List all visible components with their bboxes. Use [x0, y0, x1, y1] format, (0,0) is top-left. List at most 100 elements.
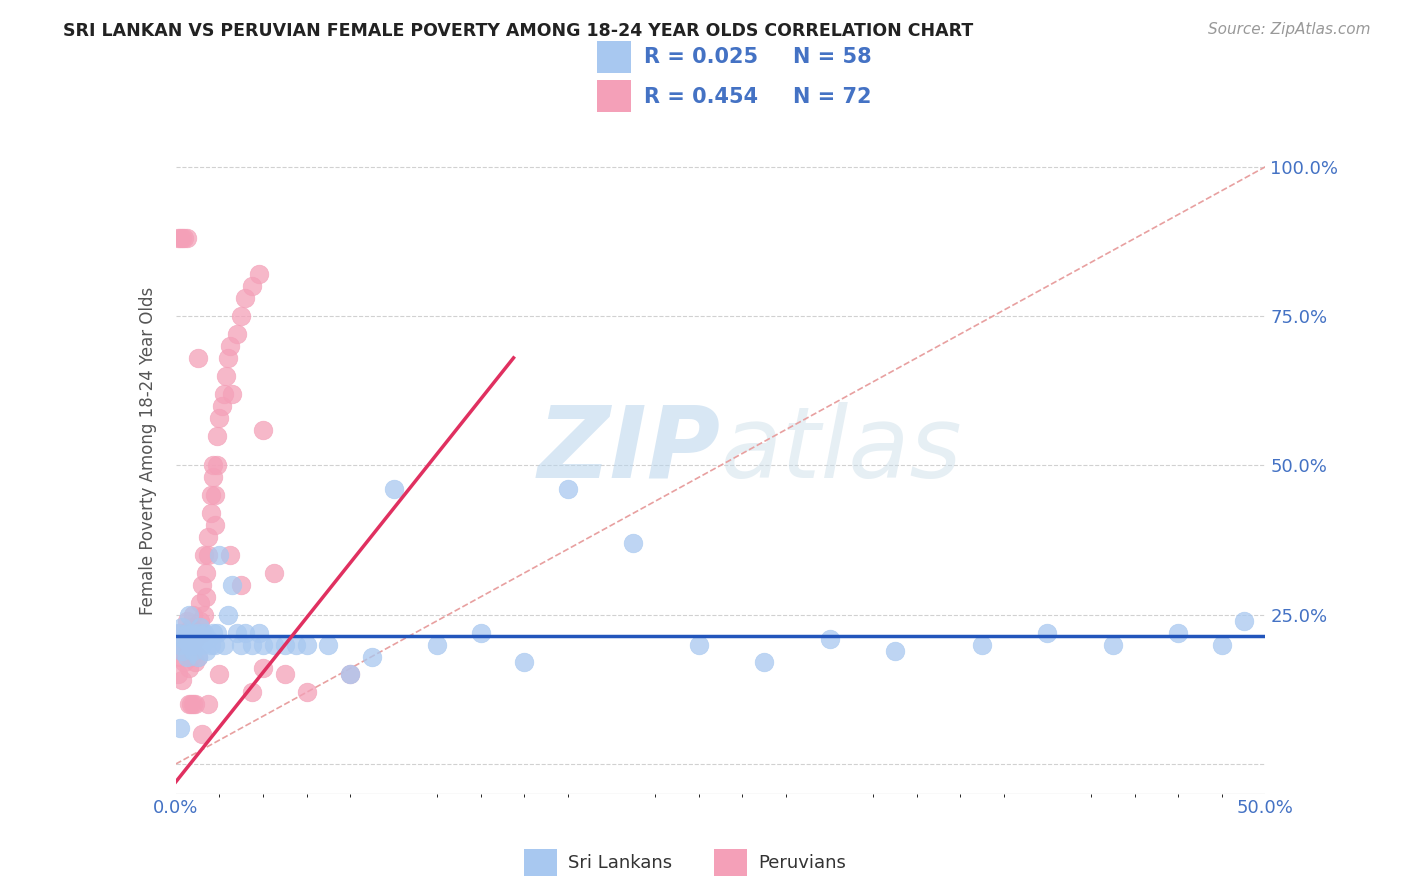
Point: [176, 614, 198, 628]
Text: R = 0.025: R = 0.025: [644, 47, 758, 67]
Point: [193, 548, 215, 562]
Point: [240, 279, 263, 293]
Point: [184, 656, 207, 670]
Point: [205, 428, 228, 442]
Point: [274, 667, 297, 681]
Point: [184, 698, 207, 712]
Point: [169, 638, 191, 652]
FancyBboxPatch shape: [598, 41, 631, 73]
Point: [186, 351, 209, 365]
Point: [225, 326, 247, 341]
Point: [513, 656, 536, 670]
Point: [1102, 638, 1125, 652]
Point: [181, 643, 204, 657]
Point: [172, 620, 194, 634]
Point: [1167, 625, 1189, 640]
Point: [169, 649, 191, 664]
Point: [177, 638, 200, 652]
Y-axis label: Female Poverty Among 18-24 Year Olds: Female Poverty Among 18-24 Year Olds: [139, 286, 157, 615]
Point: [176, 625, 198, 640]
Point: [208, 667, 231, 681]
Point: [172, 673, 194, 688]
Point: [217, 607, 239, 622]
Point: [284, 638, 307, 652]
Point: [177, 607, 200, 622]
Point: [1036, 625, 1059, 640]
Point: [173, 656, 195, 670]
Point: [181, 643, 204, 657]
Point: [205, 458, 228, 473]
Point: [172, 231, 194, 245]
Point: [169, 625, 191, 640]
Point: [181, 607, 204, 622]
Point: [177, 625, 200, 640]
Point: [204, 488, 226, 502]
Text: SRI LANKAN VS PERUVIAN FEMALE POVERTY AMONG 18-24 YEAR OLDS CORRELATION CHART: SRI LANKAN VS PERUVIAN FEMALE POVERTY AM…: [63, 22, 973, 40]
FancyBboxPatch shape: [714, 849, 747, 876]
Point: [360, 649, 382, 664]
Point: [240, 685, 263, 699]
Point: [191, 638, 214, 652]
Point: [219, 548, 242, 562]
Text: N = 72: N = 72: [793, 87, 872, 107]
Text: ZIP: ZIP: [537, 402, 721, 499]
Point: [184, 632, 207, 646]
Point: [252, 423, 274, 437]
Point: [252, 638, 274, 652]
FancyBboxPatch shape: [524, 849, 557, 876]
Point: [184, 638, 207, 652]
Point: [212, 638, 235, 652]
Point: [180, 625, 202, 640]
Point: [186, 649, 209, 664]
Point: [177, 661, 200, 675]
Point: [201, 625, 224, 640]
Point: [197, 530, 219, 544]
Point: [200, 488, 222, 502]
Point: [172, 643, 194, 657]
Point: [225, 625, 247, 640]
Point: [172, 643, 194, 657]
Point: [191, 625, 214, 640]
Point: [176, 649, 198, 664]
Point: [263, 638, 285, 652]
Point: [295, 685, 318, 699]
Point: [186, 625, 209, 640]
Point: [247, 267, 270, 281]
Point: [167, 667, 190, 681]
Point: [201, 470, 224, 484]
Point: [274, 638, 297, 652]
Point: [188, 620, 211, 634]
Point: [818, 632, 841, 646]
Point: [339, 667, 361, 681]
Point: [180, 649, 202, 664]
Point: [197, 698, 219, 712]
Point: [263, 566, 285, 580]
Point: [219, 339, 242, 353]
Point: [188, 614, 211, 628]
Point: [167, 638, 190, 652]
Point: [191, 578, 214, 592]
Text: R = 0.454: R = 0.454: [644, 87, 758, 107]
Point: [970, 638, 993, 652]
Point: [231, 309, 253, 323]
Point: [208, 410, 231, 425]
Point: [339, 667, 361, 681]
Point: [221, 386, 243, 401]
Point: [186, 649, 209, 664]
Point: [193, 625, 215, 640]
Point: [240, 638, 263, 652]
Text: N = 58: N = 58: [793, 47, 872, 67]
Point: [197, 632, 219, 646]
Point: [169, 721, 191, 735]
Point: [181, 698, 204, 712]
Point: [181, 632, 204, 646]
Point: [193, 607, 215, 622]
Point: [195, 643, 218, 657]
Point: [173, 632, 195, 646]
Point: [188, 596, 211, 610]
Point: [173, 231, 195, 245]
Point: [195, 566, 218, 580]
Point: [215, 368, 238, 383]
Point: [200, 638, 222, 652]
Point: [754, 656, 776, 670]
